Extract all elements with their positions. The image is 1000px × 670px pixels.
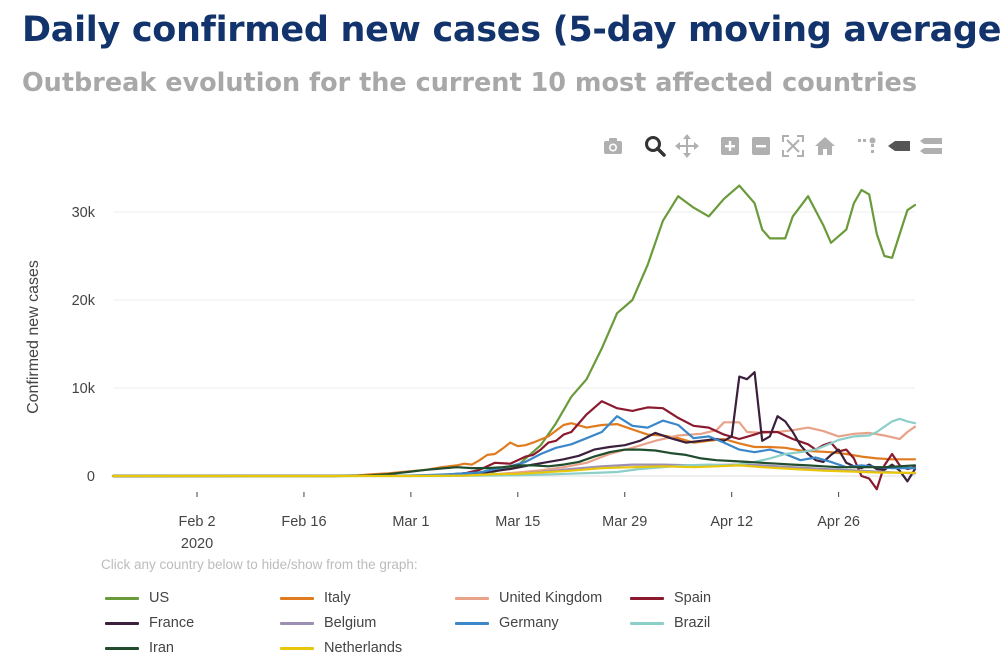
y-tick-label: 30k [72,205,96,221]
chart-modebar [600,133,950,159]
y-tick-label: 20k [72,293,96,309]
legend-label: United Kingdom [499,590,603,606]
zoom-in-icon[interactable] [717,133,743,159]
x-tick-label: Feb 16 [281,514,326,530]
legend-item-brazil[interactable]: Brazil [630,614,710,632]
legend-swatch [105,596,139,600]
legend-item-iran[interactable]: Iran [105,639,174,657]
series-line-brazil[interactable] [111,417,917,478]
x-axis: Feb 2 Feb 16 Mar 1 Mar 15 Mar 29 Apr 12 Apr 26… [178,492,860,552]
series-line-spain[interactable] [111,400,917,491]
legend-item-italy[interactable]: Italy [280,589,351,607]
legend-hint: Click any country below to hide/show fro… [101,557,418,572]
series-line-iran[interactable] [111,448,917,478]
legend-swatch [455,621,489,625]
legend-swatch [105,621,139,625]
chart-title: Daily confirmed new cases (5-day moving … [22,10,1000,50]
legend-swatch [630,621,664,625]
legend-label: Brazil [674,615,711,631]
line-chart: 0 10k 20k 30k Feb 2 Feb 16 Mar 1 Mar 15 Mar 29 A… [25,184,917,552]
legend-swatch [105,646,139,650]
plot-area [111,184,917,491]
legend-label: France [149,615,195,631]
chart-subtitle: Outbreak evolution for the current 10 mo… [22,68,918,98]
home-icon[interactable] [812,133,838,159]
legend-item-belgium[interactable]: Belgium [280,614,376,632]
legend-item-spain[interactable]: Spain [630,589,711,607]
legend-swatch [280,646,314,650]
autoscale-icon[interactable] [780,133,806,159]
hover-closest-icon[interactable] [886,133,912,159]
legend-swatch [280,596,314,600]
x-tick-label: Mar 1 [392,514,429,530]
hover-compare-icon[interactable] [918,133,944,159]
x-tick-label: Mar 15 [495,514,540,530]
x-tick-label: Apr 26 [817,514,860,530]
legend-swatch [455,596,489,600]
legend-item-france[interactable]: France [105,614,194,632]
legend-item-germany[interactable]: Germany [455,614,559,632]
spike-lines-icon[interactable] [854,133,880,159]
series-line-germany[interactable] [111,415,917,478]
legend-item-united-kingdom[interactable]: United Kingdom [455,589,602,607]
series-line-united-kingdom[interactable] [111,421,917,478]
legend-item-netherlands[interactable]: Netherlands [280,639,402,657]
legend-swatch [280,621,314,625]
x-tick-label: Mar 29 [602,514,647,530]
y-axis-title: Confirmed new cases [25,260,42,414]
y-tick-label: 10k [72,381,96,397]
series-line-netherlands[interactable] [111,464,917,478]
y-axis: 0 10k 20k 30k [72,205,96,485]
legend-label: Italy [324,590,351,606]
series-line-us[interactable] [111,184,917,478]
legend-item-us[interactable]: US [105,589,169,607]
series-line-italy[interactable] [111,422,917,478]
zoom-out-icon[interactable] [748,133,774,159]
legend-label: Germany [499,615,559,631]
legend-label: Iran [149,640,174,656]
legend-label: US [149,590,170,606]
legend-label: Belgium [324,615,377,631]
camera-icon[interactable] [600,133,626,159]
pan-icon[interactable] [674,133,700,159]
x-tick-label: Apr 12 [710,514,753,530]
legend-label: Netherlands [324,640,403,656]
x-tick-label: Feb 2 [178,514,215,530]
legend-label: Spain [674,590,712,606]
y-tick-label: 0 [87,469,95,485]
legend-swatch [630,596,664,600]
x-year-label: 2020 [181,536,213,552]
zoom-icon[interactable] [642,133,668,159]
